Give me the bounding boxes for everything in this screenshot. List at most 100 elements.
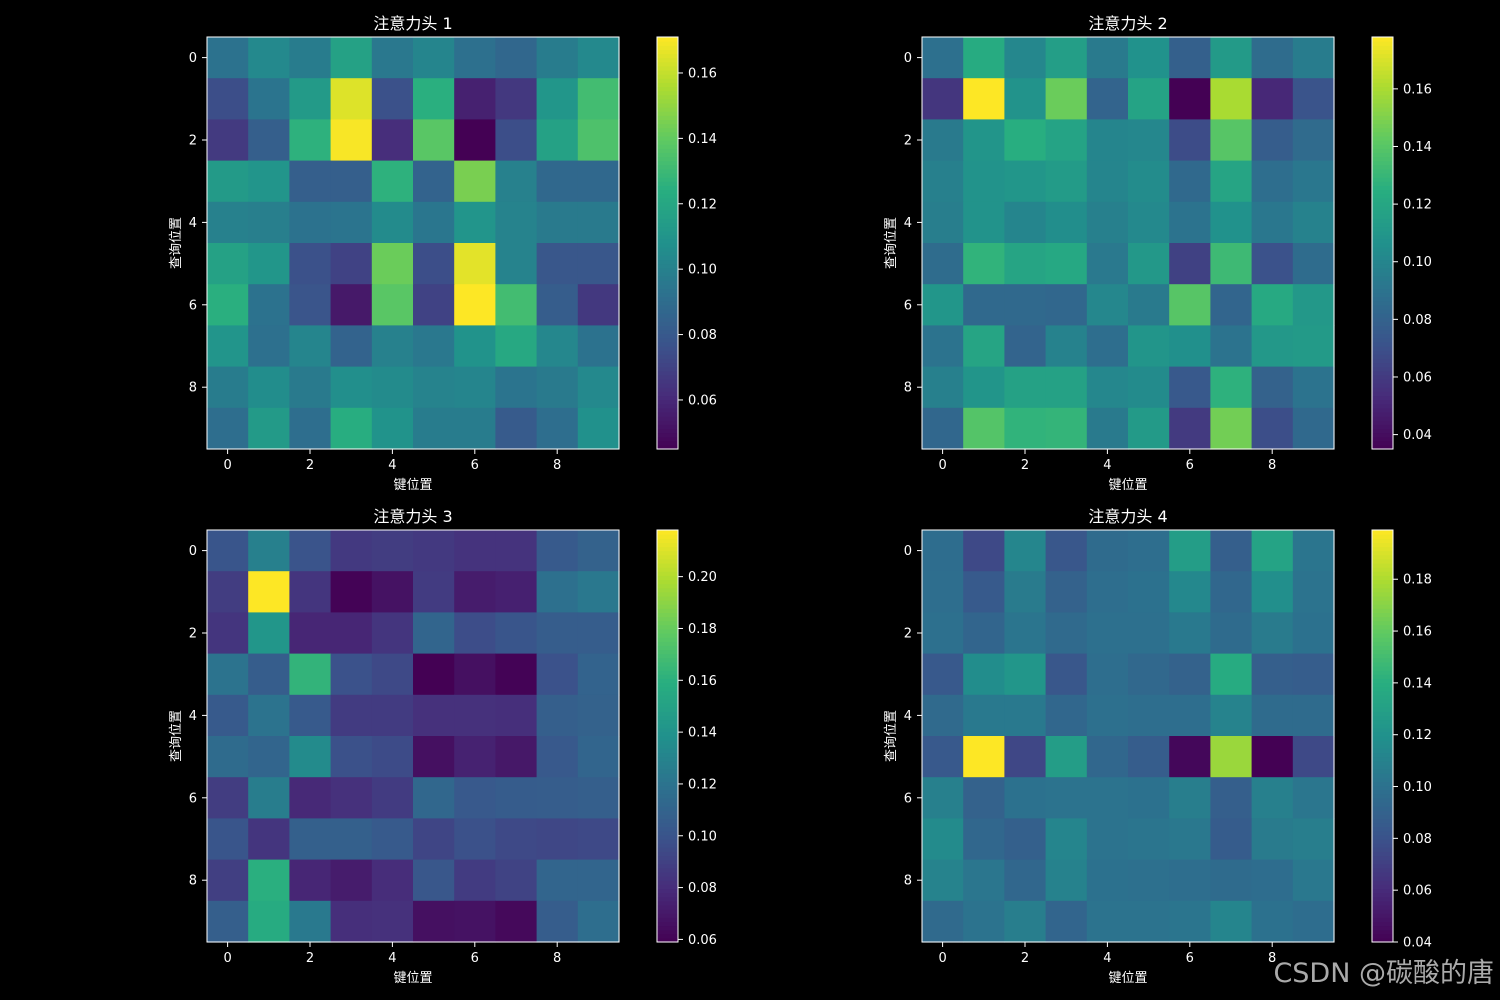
heatmap-cell <box>1251 201 1294 244</box>
colorbar-segment <box>657 756 678 762</box>
heatmap-cell <box>1045 818 1088 861</box>
heatmap-cell <box>1045 859 1088 902</box>
heatmap-cell <box>289 530 332 572</box>
heatmap-cell <box>289 900 332 943</box>
colorbar-segment <box>1372 119 1393 125</box>
heatmap-cell <box>330 694 373 737</box>
colorbar-segment <box>1372 45 1393 50</box>
heatmap-cell <box>330 653 373 696</box>
heatmap-cell <box>413 571 455 613</box>
heatmap-cell <box>577 818 620 861</box>
colorbar-segment <box>657 785 678 791</box>
heatmap-cell <box>289 119 332 162</box>
heatmap-cell <box>1251 653 1294 696</box>
heatmap-cell <box>495 78 538 120</box>
heatmap-cell <box>289 407 332 450</box>
colorbar-segment <box>657 649 678 655</box>
colorbar-segment <box>657 234 678 240</box>
colorbar: 0.06 0.08 0.10 0.12 0.14 0.16 <box>656 36 717 450</box>
colorbar-segment <box>657 41 678 46</box>
heatmap-cell <box>371 571 414 613</box>
colorbar-segment <box>1372 637 1393 642</box>
heatmap-cell <box>1128 571 1170 613</box>
x-tick-label: 8 <box>1268 458 1276 473</box>
heatmap-cell <box>454 284 496 326</box>
heatmap-cell <box>371 530 414 572</box>
heatmap-cell <box>454 818 496 861</box>
colorbar-segment <box>657 694 678 700</box>
colorbar-segment <box>1372 341 1393 347</box>
colorbar-segment <box>1372 707 1393 712</box>
colorbar-segment <box>1372 214 1393 219</box>
colorbar-segment <box>1372 300 1393 306</box>
heatmap-cell <box>1004 777 1047 819</box>
colorbar-segment <box>657 271 678 277</box>
heatmap-cell <box>207 160 249 203</box>
colorbar-segment <box>1372 818 1393 824</box>
colorbar-segment <box>657 444 678 450</box>
colorbar-segment <box>657 140 678 145</box>
colorbar-segment <box>1372 694 1393 700</box>
colorbar-segment <box>657 267 678 273</box>
colorbar-segment <box>657 909 678 914</box>
colorbar-segment <box>1372 210 1393 215</box>
heatmap-cell <box>1169 694 1211 737</box>
heatmap-cell <box>1004 243 1047 285</box>
y-tick-label: 4 <box>189 709 197 724</box>
colorbar-segment <box>657 587 678 593</box>
colorbar-segment <box>657 888 678 894</box>
heatmap-cell <box>495 818 538 861</box>
colorbar-segment <box>1372 929 1393 935</box>
colorbar-tick-label: 0.08 <box>1403 832 1432 847</box>
colorbar-segment <box>1372 839 1393 844</box>
heatmap-cell <box>1086 653 1129 696</box>
heatmap-cell <box>577 160 620 203</box>
x-tick-label: 8 <box>553 458 561 473</box>
colorbar-segment <box>657 181 678 186</box>
y-tick-label: 2 <box>904 134 912 149</box>
colorbar-segment <box>657 801 678 807</box>
heatmap-cell <box>1292 325 1335 368</box>
colorbar-segment <box>657 403 678 409</box>
heatmap-cell <box>922 243 964 285</box>
heatmap-cell <box>371 407 414 450</box>
colorbar-segment <box>657 86 678 92</box>
heatmap-cell <box>577 859 620 902</box>
colorbar-segment <box>657 391 678 397</box>
heatmap-cell <box>577 777 620 819</box>
colorbar-segment <box>657 354 678 359</box>
colorbar-segment <box>1372 892 1393 898</box>
heatmap-cell <box>1045 694 1088 737</box>
heatmap-cell <box>536 78 579 120</box>
heatmap-cell <box>413 407 455 450</box>
colorbar-segment <box>657 731 678 737</box>
heatmap-cell <box>495 37 538 79</box>
colorbar-segment <box>1372 719 1393 725</box>
heatmap-cell <box>1292 407 1335 450</box>
colorbar-segment <box>1372 550 1393 556</box>
colorbar-segment <box>1372 49 1393 55</box>
heatmap-cell <box>413 37 455 79</box>
y-tick-label: 2 <box>904 627 912 642</box>
heatmap-cell <box>454 407 496 450</box>
colorbar-segment <box>1372 731 1393 737</box>
colorbar-segment <box>1372 896 1393 902</box>
heatmap-cell <box>1045 119 1088 162</box>
colorbar-segment <box>1372 587 1393 593</box>
colorbar-segment <box>657 657 678 663</box>
colorbar-segment <box>657 152 678 158</box>
colorbar-segment <box>657 238 678 244</box>
heatmap-cell <box>963 37 1005 79</box>
heatmap-cell <box>1128 736 1170 778</box>
heatmap-cell <box>1128 777 1170 819</box>
heatmap-cell <box>922 119 964 162</box>
colorbar-segment <box>657 222 678 228</box>
colorbar-segment <box>657 346 678 351</box>
heatmap-cell <box>1086 201 1129 244</box>
colorbar-segment <box>1372 546 1393 552</box>
x-axis-label: 键位置 <box>1108 478 1147 493</box>
heatmap-cell <box>922 818 964 861</box>
heatmap-cell <box>495 694 538 737</box>
heatmap-cell <box>577 571 620 613</box>
heatmap-cell <box>1086 571 1129 613</box>
